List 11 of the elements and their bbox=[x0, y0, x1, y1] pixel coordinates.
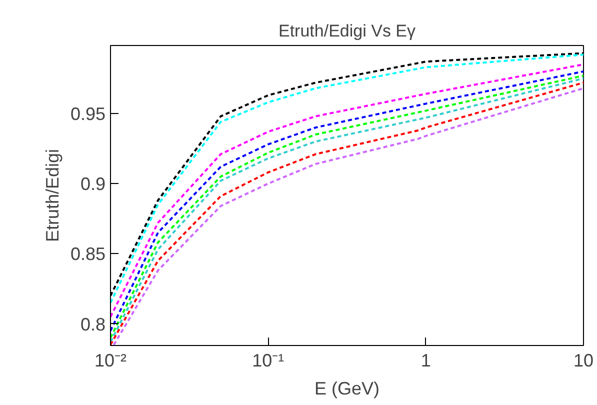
y-tick-label: 0.9 bbox=[80, 174, 106, 194]
y-tick-label: 0.85 bbox=[70, 244, 106, 264]
x-tick-label: 10⁻¹ bbox=[252, 350, 284, 370]
y-tick-label: 0.95 bbox=[70, 104, 106, 124]
chart-title: Etruth/Edigi Vs Eγ bbox=[278, 22, 416, 40]
x-tick-label: 10 bbox=[573, 350, 594, 370]
x-tick-label: 10⁻² bbox=[94, 350, 127, 370]
x-tick-label: 1 bbox=[420, 350, 431, 370]
y-tick-label: 0.8 bbox=[80, 314, 106, 334]
y-axis-title: Etruth/Edigi bbox=[42, 148, 62, 242]
x-axis-title: E (GeV) bbox=[314, 378, 380, 398]
